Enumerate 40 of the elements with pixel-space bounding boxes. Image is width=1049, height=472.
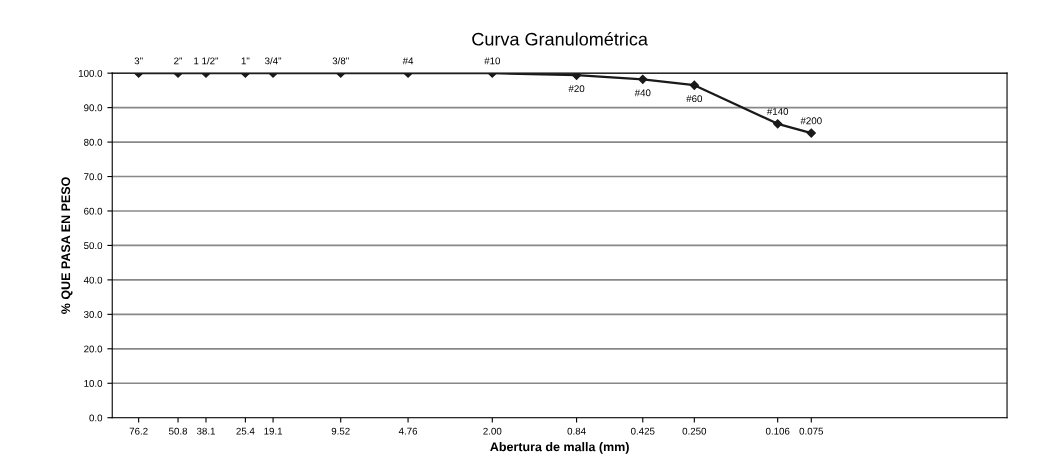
y-axis-title: % QUE PASA EN PESO xyxy=(61,177,73,314)
x-tick-label: 0.106 xyxy=(765,427,790,435)
y-tick-label: 70.0 xyxy=(84,173,103,181)
annotation: #60 xyxy=(686,95,703,103)
x-axis-title: Abertura de malla (mm) xyxy=(490,442,629,454)
y-tick-label: 20.0 xyxy=(84,345,103,353)
x-tick-label: 0.425 xyxy=(630,427,655,435)
y-tick-label: 10.0 xyxy=(84,380,103,387)
x-tick-label: 0.84 xyxy=(567,427,586,435)
x-tick-label: 38.1 xyxy=(196,427,215,435)
x-tick-label: 50.8 xyxy=(168,427,188,435)
y-tick-label: 90.0 xyxy=(84,104,103,112)
annotation: #4 xyxy=(402,57,414,65)
y-tick-label: 0.0 xyxy=(89,414,103,422)
y-tick-label: 60.0 xyxy=(84,207,103,215)
x-tick-label: 4.76 xyxy=(398,427,418,435)
annotation: 3" xyxy=(134,57,143,65)
annotation: #140 xyxy=(766,108,789,115)
annotation: 3/8" xyxy=(332,57,349,65)
y-tick-label: 40.0 xyxy=(83,276,103,284)
x-tick-label: 19.1 xyxy=(264,427,283,435)
annotation: #20 xyxy=(568,85,585,93)
y-tick-label: 100.0 xyxy=(78,69,103,77)
annotation: 1" xyxy=(241,57,250,65)
x-tick-label: 2.00 xyxy=(483,427,502,435)
y-tick-label: 50.0 xyxy=(83,242,103,250)
annotation: 2" xyxy=(174,57,183,65)
annotation: #200 xyxy=(800,117,822,125)
annotation: 3/4" xyxy=(264,57,282,65)
x-tick-label: 0.075 xyxy=(799,427,824,435)
x-tick-label: 9.52 xyxy=(331,427,350,435)
x-tick-label: 25.4 xyxy=(236,427,255,435)
y-tick-label: 80.0 xyxy=(84,138,103,146)
y-tick-label: 30.0 xyxy=(83,311,103,318)
chart-title: Curva Granulométrica xyxy=(472,32,648,46)
x-tick-label: 0.250 xyxy=(682,427,707,435)
x-tick-label: 76.2 xyxy=(129,427,148,435)
annotation: #10 xyxy=(484,57,501,65)
annotation: #40 xyxy=(634,89,651,97)
annotation: 1 1/2" xyxy=(194,57,219,65)
